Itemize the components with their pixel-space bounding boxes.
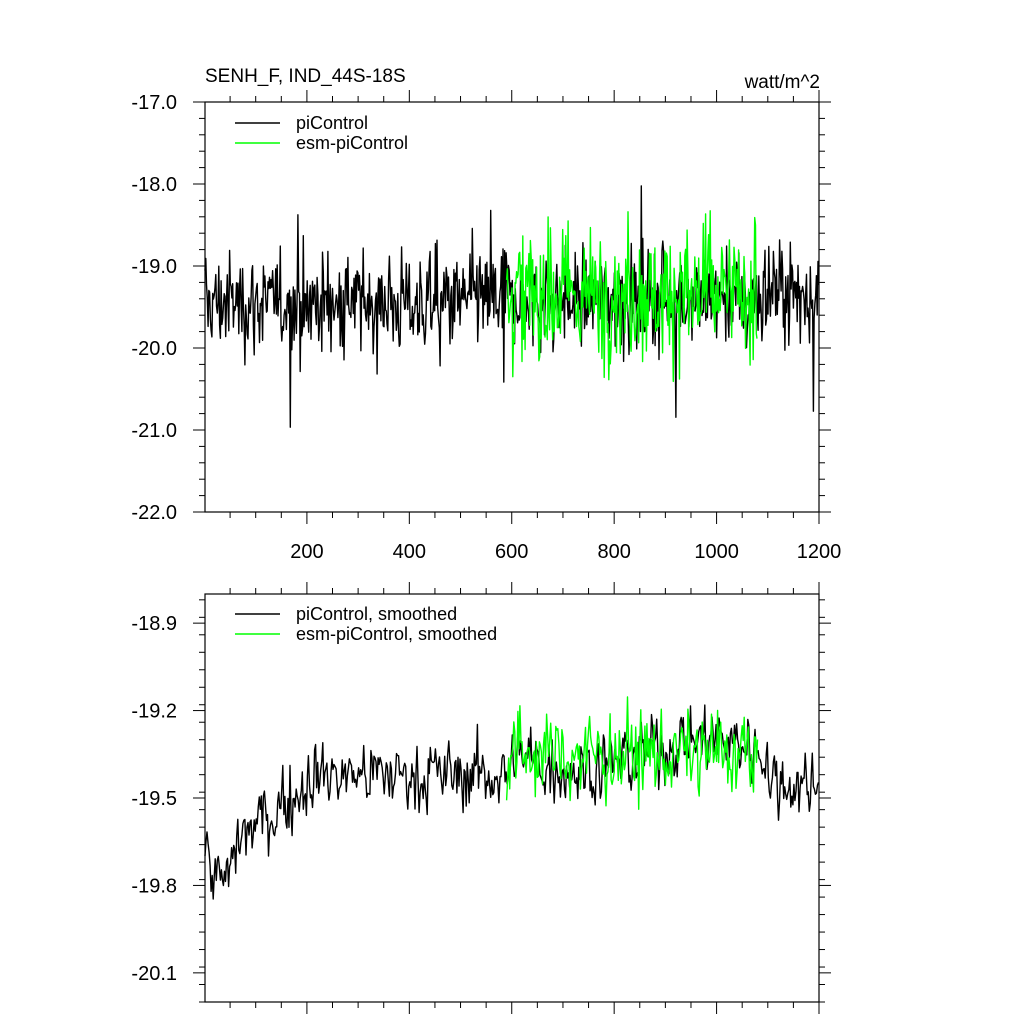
top-y-tick-label: -22.0: [131, 502, 177, 524]
top-y-tick-label: -18.0: [131, 174, 177, 196]
series-line-esm-picontrol: [505, 210, 758, 383]
top-y-tick-label: -20.0: [131, 338, 177, 360]
series-line-picontrol: [204, 185, 820, 428]
top-x-tick-label: 1000: [694, 541, 739, 563]
bottom-axis-ticks: -18.9 -19.2 -19.5 -19.8 -20.1: [131, 582, 831, 1014]
bottom-y-tick-label: -19.2: [131, 701, 177, 723]
legend-label-esm-picontrol-smoothed: esm-piControl, smoothed: [296, 624, 497, 644]
legend-label-esm-picontrol: esm-piControl: [296, 133, 408, 153]
chart-title: SENH_F, IND_44S-18S: [205, 66, 406, 87]
top-panel: -17.0 -18.0 -19.0 -20.0 -21.0 -22.0 200 400 600 8…: [131, 66, 841, 563]
bottom-y-tick-label: -19.5: [131, 788, 177, 810]
top-axis-ticks: -17.0 -18.0 -19.0 -20.0 -21.0 -22.0 200 400 600 8…: [131, 90, 841, 563]
bottom-y-tick-label: -20.1: [131, 963, 177, 985]
top-y-tick-label: -19.0: [131, 256, 177, 278]
bottom-panel: -18.9 -19.2 -19.5 -19.8 -20.1 piControl, smo…: [131, 582, 831, 1014]
legend-label-picontrol-smoothed: piControl, smoothed: [296, 604, 457, 624]
bottom-series-layer: [204, 696, 820, 900]
legend-label-picontrol: piControl: [296, 113, 368, 133]
top-x-tick-label: 200: [290, 541, 323, 563]
top-x-tick-label: 1200: [797, 541, 842, 563]
units-label: watt/m^2: [744, 72, 820, 93]
bottom-y-tick-label: -19.8: [131, 875, 177, 897]
top-x-tick-label: 800: [597, 541, 630, 563]
bottom-y-tick-label: -18.9: [131, 613, 177, 635]
top-x-tick-label: 400: [393, 541, 426, 563]
top-legend: piControl esm-piControl: [235, 113, 408, 153]
series-line-esm-picontrol-smoothed: [505, 696, 759, 810]
top-series-layer: [204, 185, 820, 428]
top-x-tick-label: 600: [495, 541, 528, 563]
top-y-tick-label: -21.0: [131, 420, 177, 442]
bottom-legend: piControl, smoothed esm-piControl, smoot…: [235, 604, 497, 644]
top-y-tick-label: -17.0: [131, 92, 177, 114]
series-line-picontrol-smoothed: [204, 704, 820, 900]
